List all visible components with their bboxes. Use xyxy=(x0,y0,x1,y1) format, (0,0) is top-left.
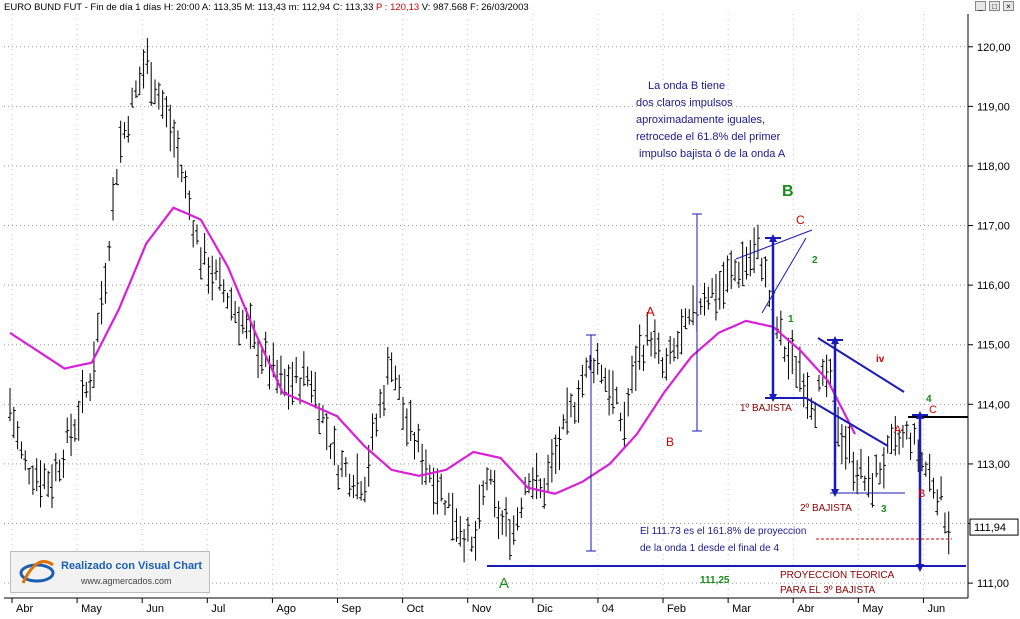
visual-chart-logo: Realizado con Visual Chart www.agmercado… xyxy=(10,551,210,593)
symbol-label: EURO BUND FUT xyxy=(4,2,82,13)
time-label: H: 20:00 xyxy=(163,2,200,13)
support-level-label: 111,25 xyxy=(700,575,730,586)
x-tick-label: Jul xyxy=(211,603,225,615)
arrow-up-1 xyxy=(769,234,777,242)
close-label: C: 113,33 xyxy=(332,2,374,13)
last-price-label: 111,94 xyxy=(974,522,1006,534)
wave-label-b-top: B xyxy=(782,183,794,200)
note-line-5: impulso bajista ó de la onda A xyxy=(636,148,786,160)
maximize-button[interactable]: □ xyxy=(989,1,1000,11)
wave-label-b-red: B xyxy=(666,435,674,449)
x-tick-label: Jun xyxy=(146,603,164,615)
x-tick-label: Ago xyxy=(276,603,296,615)
iv-channel-lower xyxy=(805,397,889,447)
wave-label-2: 2 xyxy=(812,255,818,266)
logo-url: www.agmercados.com xyxy=(81,576,172,586)
x-tick-label: Oct xyxy=(407,603,424,615)
note-line-3: aproximadamente iguales, xyxy=(636,114,765,126)
y-tick-label: 119,00 xyxy=(977,101,1010,113)
x-tick-label: Abr xyxy=(16,603,33,615)
x-tick-label: May xyxy=(81,603,102,615)
y-tick-label: 117,00 xyxy=(977,221,1010,233)
wave-label-3: 3 xyxy=(881,504,887,515)
y-tick-label: 111,00 xyxy=(977,578,1009,590)
p-label: P : 120,13 xyxy=(376,2,420,13)
arrow-down-1 xyxy=(769,394,777,402)
first-bearish-label: 1º BAJISTA xyxy=(740,403,792,414)
projection-note-1: El 111.73 es el 161.8% de proyeccion xyxy=(640,526,806,537)
wave-label-iv: iv xyxy=(876,354,885,365)
y-tick-label: 116,00 xyxy=(977,280,1010,292)
x-tick-label: Abr xyxy=(797,603,814,615)
wave-label-4: 4 xyxy=(926,394,932,405)
wave-label-a-red: A xyxy=(646,304,655,319)
moving-average-line xyxy=(9,206,856,495)
arrow-down-3 xyxy=(916,564,924,572)
date-label: F: 26/03/2003 xyxy=(470,2,529,13)
note-line-1: La onda B tiene xyxy=(648,80,725,92)
wave-label-a-small: A xyxy=(894,424,902,436)
y-tick-label: 120,00 xyxy=(977,42,1011,54)
wave-label-c-red: C xyxy=(796,213,805,227)
second-bearish-label: 2º BAJISTA xyxy=(800,503,852,514)
wave-label-c-small: C xyxy=(929,404,937,416)
period-label: Fin de día 1 días xyxy=(90,2,162,13)
low-label: m: 112,94 xyxy=(288,2,331,13)
iv-channel-upper xyxy=(817,337,905,393)
minimize-button[interactable]: _ xyxy=(975,1,986,11)
y-tick-label: 118,00 xyxy=(977,161,1010,173)
wave-label-1: 1 xyxy=(788,314,794,325)
x-tick-label: Dic xyxy=(537,603,553,615)
wave-label-a-bottom: A xyxy=(499,575,509,592)
wave-b-channel-lower xyxy=(761,237,807,314)
logo-title: Realizado con Visual Chart xyxy=(61,560,203,572)
x-tick-label: May xyxy=(862,603,883,615)
x-tick-label: Feb xyxy=(667,603,686,615)
arrow-up-3 xyxy=(916,411,924,419)
y-tick-label: 114,00 xyxy=(977,399,1010,411)
y-tick-label: 115,00 xyxy=(977,340,1010,352)
x-tick-label: Mar xyxy=(732,603,751,615)
logo-icon xyxy=(19,560,55,584)
projection-label-2: PARA EL 3º BAJISTA xyxy=(780,585,876,596)
wave-label-b-small: B xyxy=(918,488,925,500)
projection-label-1: PROYECCION TEORICA xyxy=(780,570,895,581)
arrow-down-2 xyxy=(831,489,839,497)
arrow-up-2 xyxy=(831,336,839,344)
x-tick-label: Sep xyxy=(342,603,362,615)
chart-header: EURO BUND FUT - Fin de día 1 días H: 20:… xyxy=(4,2,529,13)
high-label: M: 113,43 xyxy=(244,2,287,13)
note-line-2: dos claros impulsos xyxy=(636,97,733,109)
projection-note-2: de la onda 1 desde el final de 4 xyxy=(640,543,779,554)
volume-label: V: 987.568 xyxy=(421,2,468,13)
note-line-4: retrocede el 61.8% del primer xyxy=(636,131,781,143)
last-price-box xyxy=(969,518,1019,536)
close-button[interactable]: × xyxy=(1003,1,1014,11)
x-tick-label: Nov xyxy=(472,603,492,615)
open-label: A: 113,35 xyxy=(201,2,242,13)
x-tick-label: 04 xyxy=(602,603,614,615)
x-tick-label: Jun xyxy=(927,603,945,615)
y-tick-label: 113,00 xyxy=(977,459,1010,471)
